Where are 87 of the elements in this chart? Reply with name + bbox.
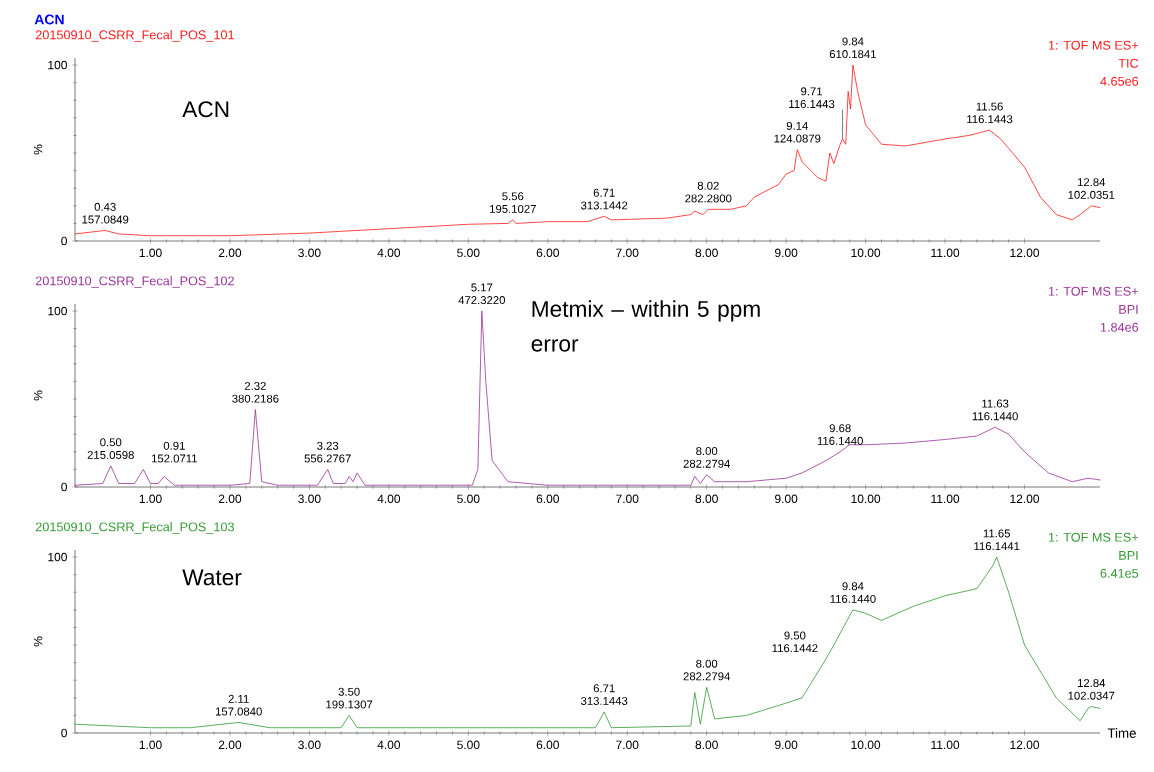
- annotation: 11.63 116.1440: [972, 399, 1018, 421]
- annotation: 9.68 116.1440: [817, 424, 863, 445]
- x-tick-label: 10.00: [851, 740, 881, 750]
- annotation: 9.71 116.1443: [789, 87, 835, 109]
- x-tick-label: 1.00: [139, 494, 162, 504]
- x-tick-label: 12.00: [1010, 494, 1040, 504]
- x-tick-label: 2.00: [218, 740, 242, 750]
- annotation: 12.84 102.0347: [1068, 679, 1115, 700]
- x-tick-label: 11.00: [931, 740, 960, 750]
- annotation: 0.91 152.0711: [151, 441, 197, 463]
- x-tick-label: 7.00: [616, 494, 639, 504]
- annotation: 12.84 102.0351: [1068, 178, 1115, 199]
- annotation: 0.50 215.0598: [87, 438, 134, 459]
- annotation: 8.00 282.2794: [683, 447, 730, 468]
- x-tick-label: 4.00: [377, 740, 401, 750]
- x-tick-label: 2.00: [218, 248, 242, 258]
- annotation: 9.84 610.1841: [829, 37, 876, 59]
- x-tick-label: 6.00: [536, 494, 559, 504]
- x-tick-label: 3.00: [298, 740, 321, 750]
- annotation: 0.43 157.0849: [82, 202, 129, 224]
- y-tick-label: 100: [48, 306, 67, 316]
- x-tick-label: 9.00: [775, 494, 798, 504]
- chart-subtitle: 1: TOF MS ES+: [1048, 40, 1139, 50]
- chart-subtitle: 1: TOF MS ES+: [1048, 286, 1139, 296]
- annotation: 8.02 282.2800: [685, 181, 732, 203]
- annotation: 11.65 116.1441: [974, 529, 1020, 551]
- annotation: 5.56 195.1027: [490, 192, 536, 213]
- text: TIC: [1118, 58, 1139, 68]
- annotation: Water: [182, 569, 242, 586]
- x-tick-label: 10.00: [851, 248, 881, 258]
- y-axis-title: %: [33, 390, 43, 401]
- text: BPI: [1119, 305, 1138, 314]
- annotation: 9.14 124.0879: [774, 121, 821, 143]
- annotation: 9.50 116.1442: [772, 631, 818, 653]
- x-tick-label: 6.00: [536, 740, 559, 750]
- text: 4.65e6: [1100, 76, 1139, 86]
- chart-title: 20150910_CSRR_Fecal_POS_102: [35, 276, 234, 288]
- x-tick-label: 9.00: [775, 740, 798, 750]
- text: 1.84e6: [1100, 322, 1139, 332]
- annotation: 9.84 116.1440: [830, 582, 876, 603]
- y-axis-title: %: [33, 144, 43, 155]
- x-tick-label: 9.00: [775, 248, 798, 258]
- x-tick-label: 5.00: [457, 740, 480, 750]
- x-tick-label: 3.00: [298, 494, 321, 504]
- y-axis-title: %: [33, 636, 43, 647]
- annotation: 2.11 157.0840: [215, 694, 262, 716]
- y-tick-label: 0: [61, 236, 67, 246]
- annotation: 3.50 199.1307: [326, 687, 373, 709]
- x-tick-label: 4.00: [377, 494, 401, 504]
- y-tick-label: 0: [61, 728, 67, 738]
- x-tick-label: 4.00: [377, 248, 401, 258]
- x-tick-label: 12.00: [1010, 740, 1040, 750]
- x-tick-label: 1.00: [139, 248, 162, 258]
- x-axis-title: Time: [1107, 728, 1136, 738]
- text: BPI: [1119, 551, 1138, 560]
- x-tick-label: 1.00: [139, 740, 162, 750]
- annotation: 11.56 116.1443: [967, 102, 1013, 124]
- annotation: 6.71 313.1442: [581, 188, 628, 210]
- x-tick-label: 8.00: [695, 494, 718, 504]
- x-tick-label: 12.00: [1010, 248, 1040, 258]
- x-tick-label: 3.00: [298, 248, 321, 258]
- x-tick-label: 11.00: [931, 248, 960, 258]
- annotation: 2.32 380.2186: [232, 381, 279, 403]
- x-tick-label: 6.00: [536, 248, 559, 258]
- x-tick-label: 5.00: [457, 248, 480, 258]
- annotation: 8.00 282.2794: [683, 659, 730, 681]
- x-tick-label: 7.00: [616, 740, 639, 750]
- x-tick-label: 5.00: [457, 494, 480, 504]
- annotation: 6.71 313.1443: [581, 684, 628, 705]
- x-tick-label: 10.00: [851, 494, 881, 504]
- x-tick-label: 11.00: [931, 494, 960, 504]
- annotation: ACN: [182, 101, 229, 118]
- chart-title: 20150910_CSRR_Fecal_POS_101: [35, 30, 234, 42]
- annotation: 5.17 472.3220: [458, 283, 505, 305]
- x-tick-label: 2.00: [218, 494, 242, 504]
- chart-subtitle: 1: TOF MS ES+: [1048, 532, 1139, 542]
- x-tick-label: 7.00: [616, 248, 639, 258]
- y-tick-label: 0: [61, 482, 67, 492]
- y-tick-label: 100: [48, 552, 67, 562]
- x-tick-label: 8.00: [695, 248, 718, 258]
- chart-title: 20150910_CSRR_Fecal_POS_103: [35, 522, 234, 534]
- text: ACN: [34, 14, 64, 25]
- annotation: 3.23 556.2767: [304, 441, 351, 463]
- x-tick-label: 8.00: [695, 740, 718, 750]
- text: 6.41e5: [1100, 568, 1139, 578]
- y-tick-label: 100: [48, 60, 67, 70]
- annotation: Metmix – within 5 ppm error: [531, 300, 760, 352]
